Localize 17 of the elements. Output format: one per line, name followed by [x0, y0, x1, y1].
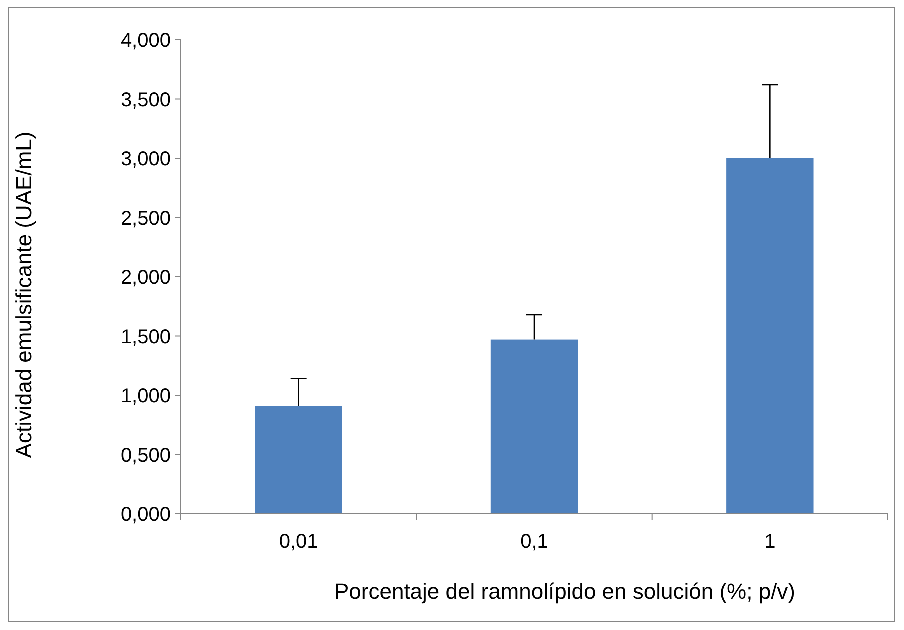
- bar: [726, 158, 814, 514]
- x-axis-title: Porcentaje del ramnolípido en solución (%; p/v): [334, 579, 796, 604]
- y-tick-label: 4,000: [120, 30, 171, 52]
- y-axis-title: Actividad emulsificante (UAE/mL): [12, 132, 37, 458]
- x-tick-label: 0,01: [279, 531, 318, 553]
- y-tick-label: 3,000: [120, 148, 171, 170]
- y-tick-label: 0,000: [120, 504, 171, 526]
- x-tick-label: 1: [764, 531, 776, 553]
- y-tick-label: 3,500: [120, 89, 171, 112]
- y-tick-label: 1,000: [120, 386, 171, 408]
- bar: [490, 340, 578, 514]
- y-tick-label: 2,000: [120, 267, 171, 289]
- bar: [255, 406, 342, 514]
- x-tick-label: 0,1: [520, 531, 548, 553]
- y-tick-label: 2,500: [120, 208, 171, 230]
- y-tick-label: 1,500: [120, 326, 171, 348]
- y-tick-label: 0,500: [120, 444, 171, 467]
